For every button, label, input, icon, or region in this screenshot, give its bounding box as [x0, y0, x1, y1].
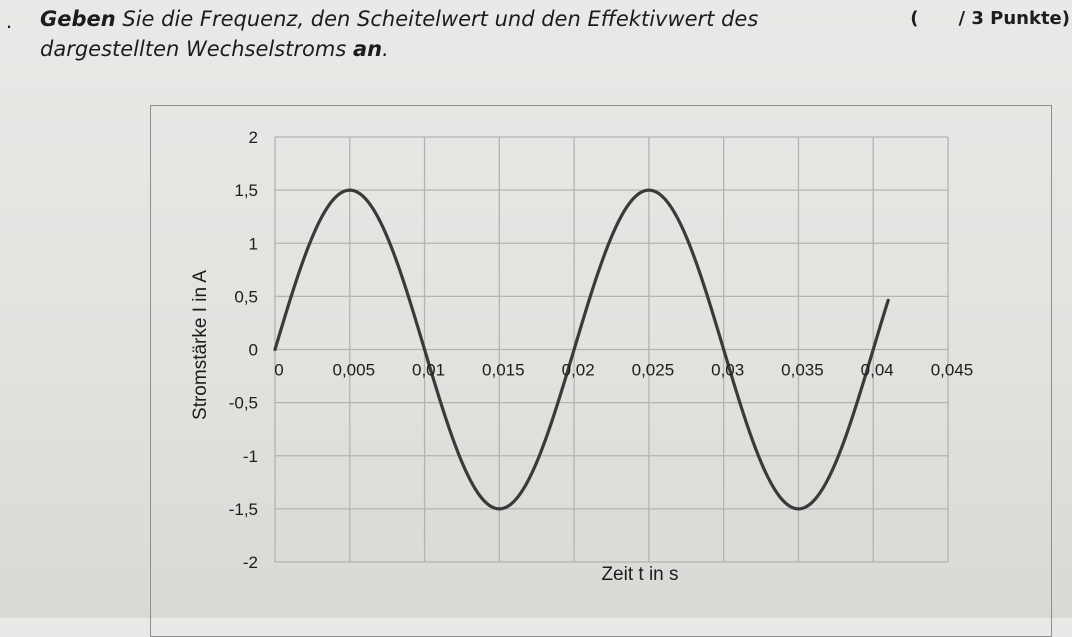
x-tick-label: 0,035: [781, 361, 824, 380]
sine-chart: 0 0,005 0,01 0,015 0,02 0,025 0,03 0,035 0,04 0,0…: [0, 0, 1072, 618]
y-tick-label: -1,5: [229, 500, 258, 519]
y-tick-label: 2: [249, 128, 258, 147]
x-axis-title: Zeit t in s: [601, 564, 678, 585]
x-tick-label: 0,01: [412, 361, 445, 380]
x-tick-label: 0,005: [333, 361, 376, 380]
y-tick-label: -0,5: [229, 394, 258, 413]
y-tick-label: -1: [243, 447, 258, 466]
x-tick-label: 0,03: [711, 361, 744, 380]
y-tick-label: 0,5: [234, 287, 258, 306]
chart-grid: [275, 137, 948, 562]
x-tick-labels: 0 0,005 0,01 0,015 0,02 0,025 0,03 0,035 0,04 0,0…: [274, 361, 973, 380]
y-tick-label: 0: [249, 341, 258, 360]
x-tick-label: 0: [274, 361, 283, 380]
x-tick-label: 0,015: [482, 361, 525, 380]
x-tick-label: 0,04: [861, 361, 894, 380]
y-tick-label: 1: [249, 234, 258, 253]
y-tick-label: -2: [243, 553, 258, 572]
x-tick-label: 0,025: [632, 361, 675, 380]
y-tick-labels: 2 1,5 1 0,5 0 -0,5 -1 -1,5 -2: [229, 128, 258, 572]
x-tick-label: 0,045: [931, 361, 974, 380]
y-tick-label: 1,5: [234, 181, 258, 200]
x-tick-label: 0,02: [562, 361, 595, 380]
y-axis-title: Stromstärke I in A: [190, 270, 211, 420]
